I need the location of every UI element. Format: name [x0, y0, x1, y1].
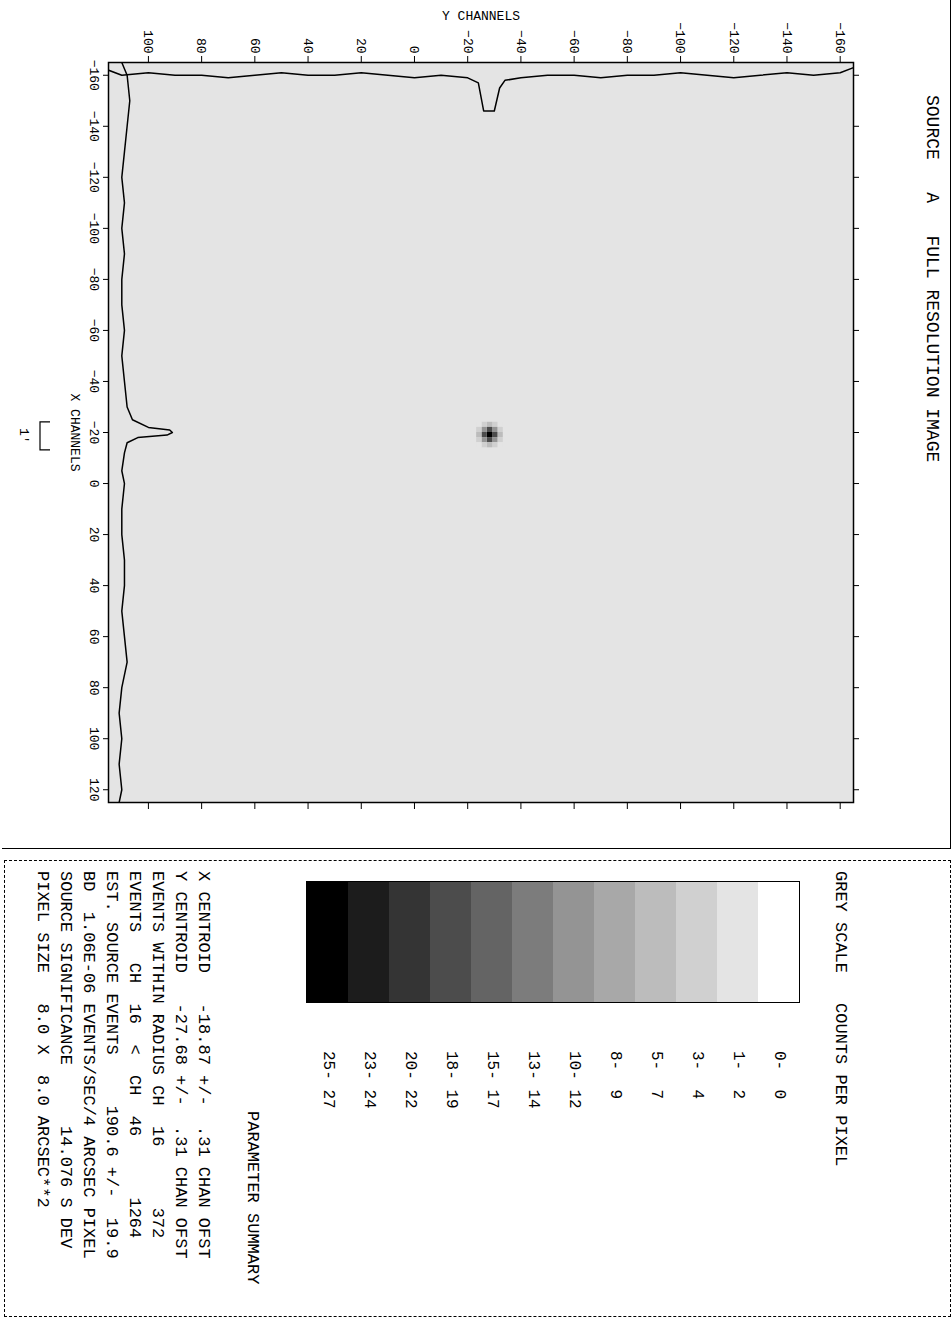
html-text:SOURCE A FULL RESOLUTION IMAGE: SOURCE A FULL RESOLUTION IMAGE — [922, 95, 942, 463]
svg-text:0: 0 — [86, 480, 101, 488]
svg-text:100: 100 — [86, 727, 101, 750]
html-text:3- 4: 3- 4 — [688, 1051, 706, 1099]
html-text:13- 14: 13- 14 — [524, 1051, 542, 1109]
svg-text:60: 60 — [86, 629, 101, 645]
svg-text:Y CHANNELS: Y CHANNELS — [442, 9, 520, 24]
html-text:0- 0: 0- 0 — [770, 1051, 788, 1099]
svg-text:20: 20 — [353, 38, 368, 54]
html-text:COUNTS PER PIXEL: COUNTS PER PIXEL — [831, 1003, 850, 1167]
svg-text:−60: −60 — [566, 30, 581, 53]
html-text:25- 27: 25- 27 — [319, 1051, 337, 1109]
svg-text:−160: −160 — [832, 22, 847, 53]
svg-text:−20: −20 — [86, 421, 101, 444]
html-text:23- 24: 23- 24 — [360, 1051, 378, 1109]
svg-text:−160: −160 — [86, 60, 101, 91]
html-text:8- 9: 8- 9 — [606, 1051, 624, 1099]
svg-text:−100: −100 — [86, 213, 101, 244]
svg-text:40: 40 — [300, 38, 315, 54]
html-text:5- 7: 5- 7 — [647, 1051, 665, 1099]
html-text:BD 1.06E-06 EVENTS/SEC/4 ARCSE: BD 1.06E-06 EVENTS/SEC/4 ARCSEC PIXEL — [79, 871, 98, 1259]
svg-text:−40: −40 — [86, 370, 101, 393]
html-text:EST. SOURCE EVENTS 190.6 +/- 1: EST. SOURCE EVENTS 190.6 +/- 19.9 — [102, 871, 121, 1259]
svg-text:X CHANNELS: X CHANNELS — [67, 393, 82, 471]
html-text:PIXEL SIZE 8.0 X 8.0 ARCSEC**2: PIXEL SIZE 8.0 X 8.0 ARCSEC**2 — [33, 871, 52, 1208]
html-text:20- 22: 20- 22 — [401, 1051, 419, 1109]
svg-text:80: 80 — [86, 680, 101, 696]
svg-text:−80: −80 — [619, 30, 634, 53]
html-text:10- 12: 10- 12 — [565, 1051, 583, 1109]
html-text:18- 19: 18- 19 — [442, 1051, 460, 1109]
html-text:1- 2: 1- 2 — [729, 1051, 747, 1099]
svg-text:80: 80 — [193, 38, 208, 54]
html-text:Y CENTROID -27.68 +/- .31 CHAN: Y CENTROID -27.68 +/- .31 CHAN OFST — [171, 871, 190, 1259]
svg-text:−20: −20 — [460, 30, 475, 53]
svg-text:−100: −100 — [672, 22, 687, 53]
svg-text:0: 0 — [406, 46, 421, 54]
svg-text:120: 120 — [86, 778, 101, 801]
svg-text:20: 20 — [86, 527, 101, 543]
svg-text:−120: −120 — [86, 162, 101, 193]
svg-text:−60: −60 — [86, 319, 101, 342]
html-text:X CENTROID -18.87 +/- .31 CHAN: X CENTROID -18.87 +/- .31 CHAN OFST — [194, 871, 213, 1259]
html-text:PARAMETER SUMMARY: PARAMETER SUMMARY — [243, 1111, 262, 1285]
html-text:GREY SCALE: GREY SCALE — [831, 871, 850, 973]
html-text:15- 17: 15- 17 — [483, 1051, 501, 1109]
svg-text:1': 1' — [16, 428, 31, 444]
svg-text:−80: −80 — [86, 268, 101, 291]
svg-text:100: 100 — [140, 30, 155, 53]
html-text:EVENTS WITHIN RADIUS CH 16 372: EVENTS WITHIN RADIUS CH 16 372 — [148, 871, 167, 1239]
svg-text:−140: −140 — [779, 22, 794, 53]
svg-text:−140: −140 — [86, 111, 101, 142]
html-text:EVENTS CH 16 < CH 46 1264: EVENTS CH 16 < CH 46 1264 — [125, 871, 144, 1239]
html-text:SOURCE SIGNIFICANCE 14.076 S D: SOURCE SIGNIFICANCE 14.076 S DEV — [56, 871, 75, 1249]
svg-text:−40: −40 — [513, 30, 528, 53]
svg-text:60: 60 — [247, 38, 262, 54]
svg-text:−120: −120 — [726, 22, 741, 53]
svg-text:40: 40 — [86, 578, 101, 594]
